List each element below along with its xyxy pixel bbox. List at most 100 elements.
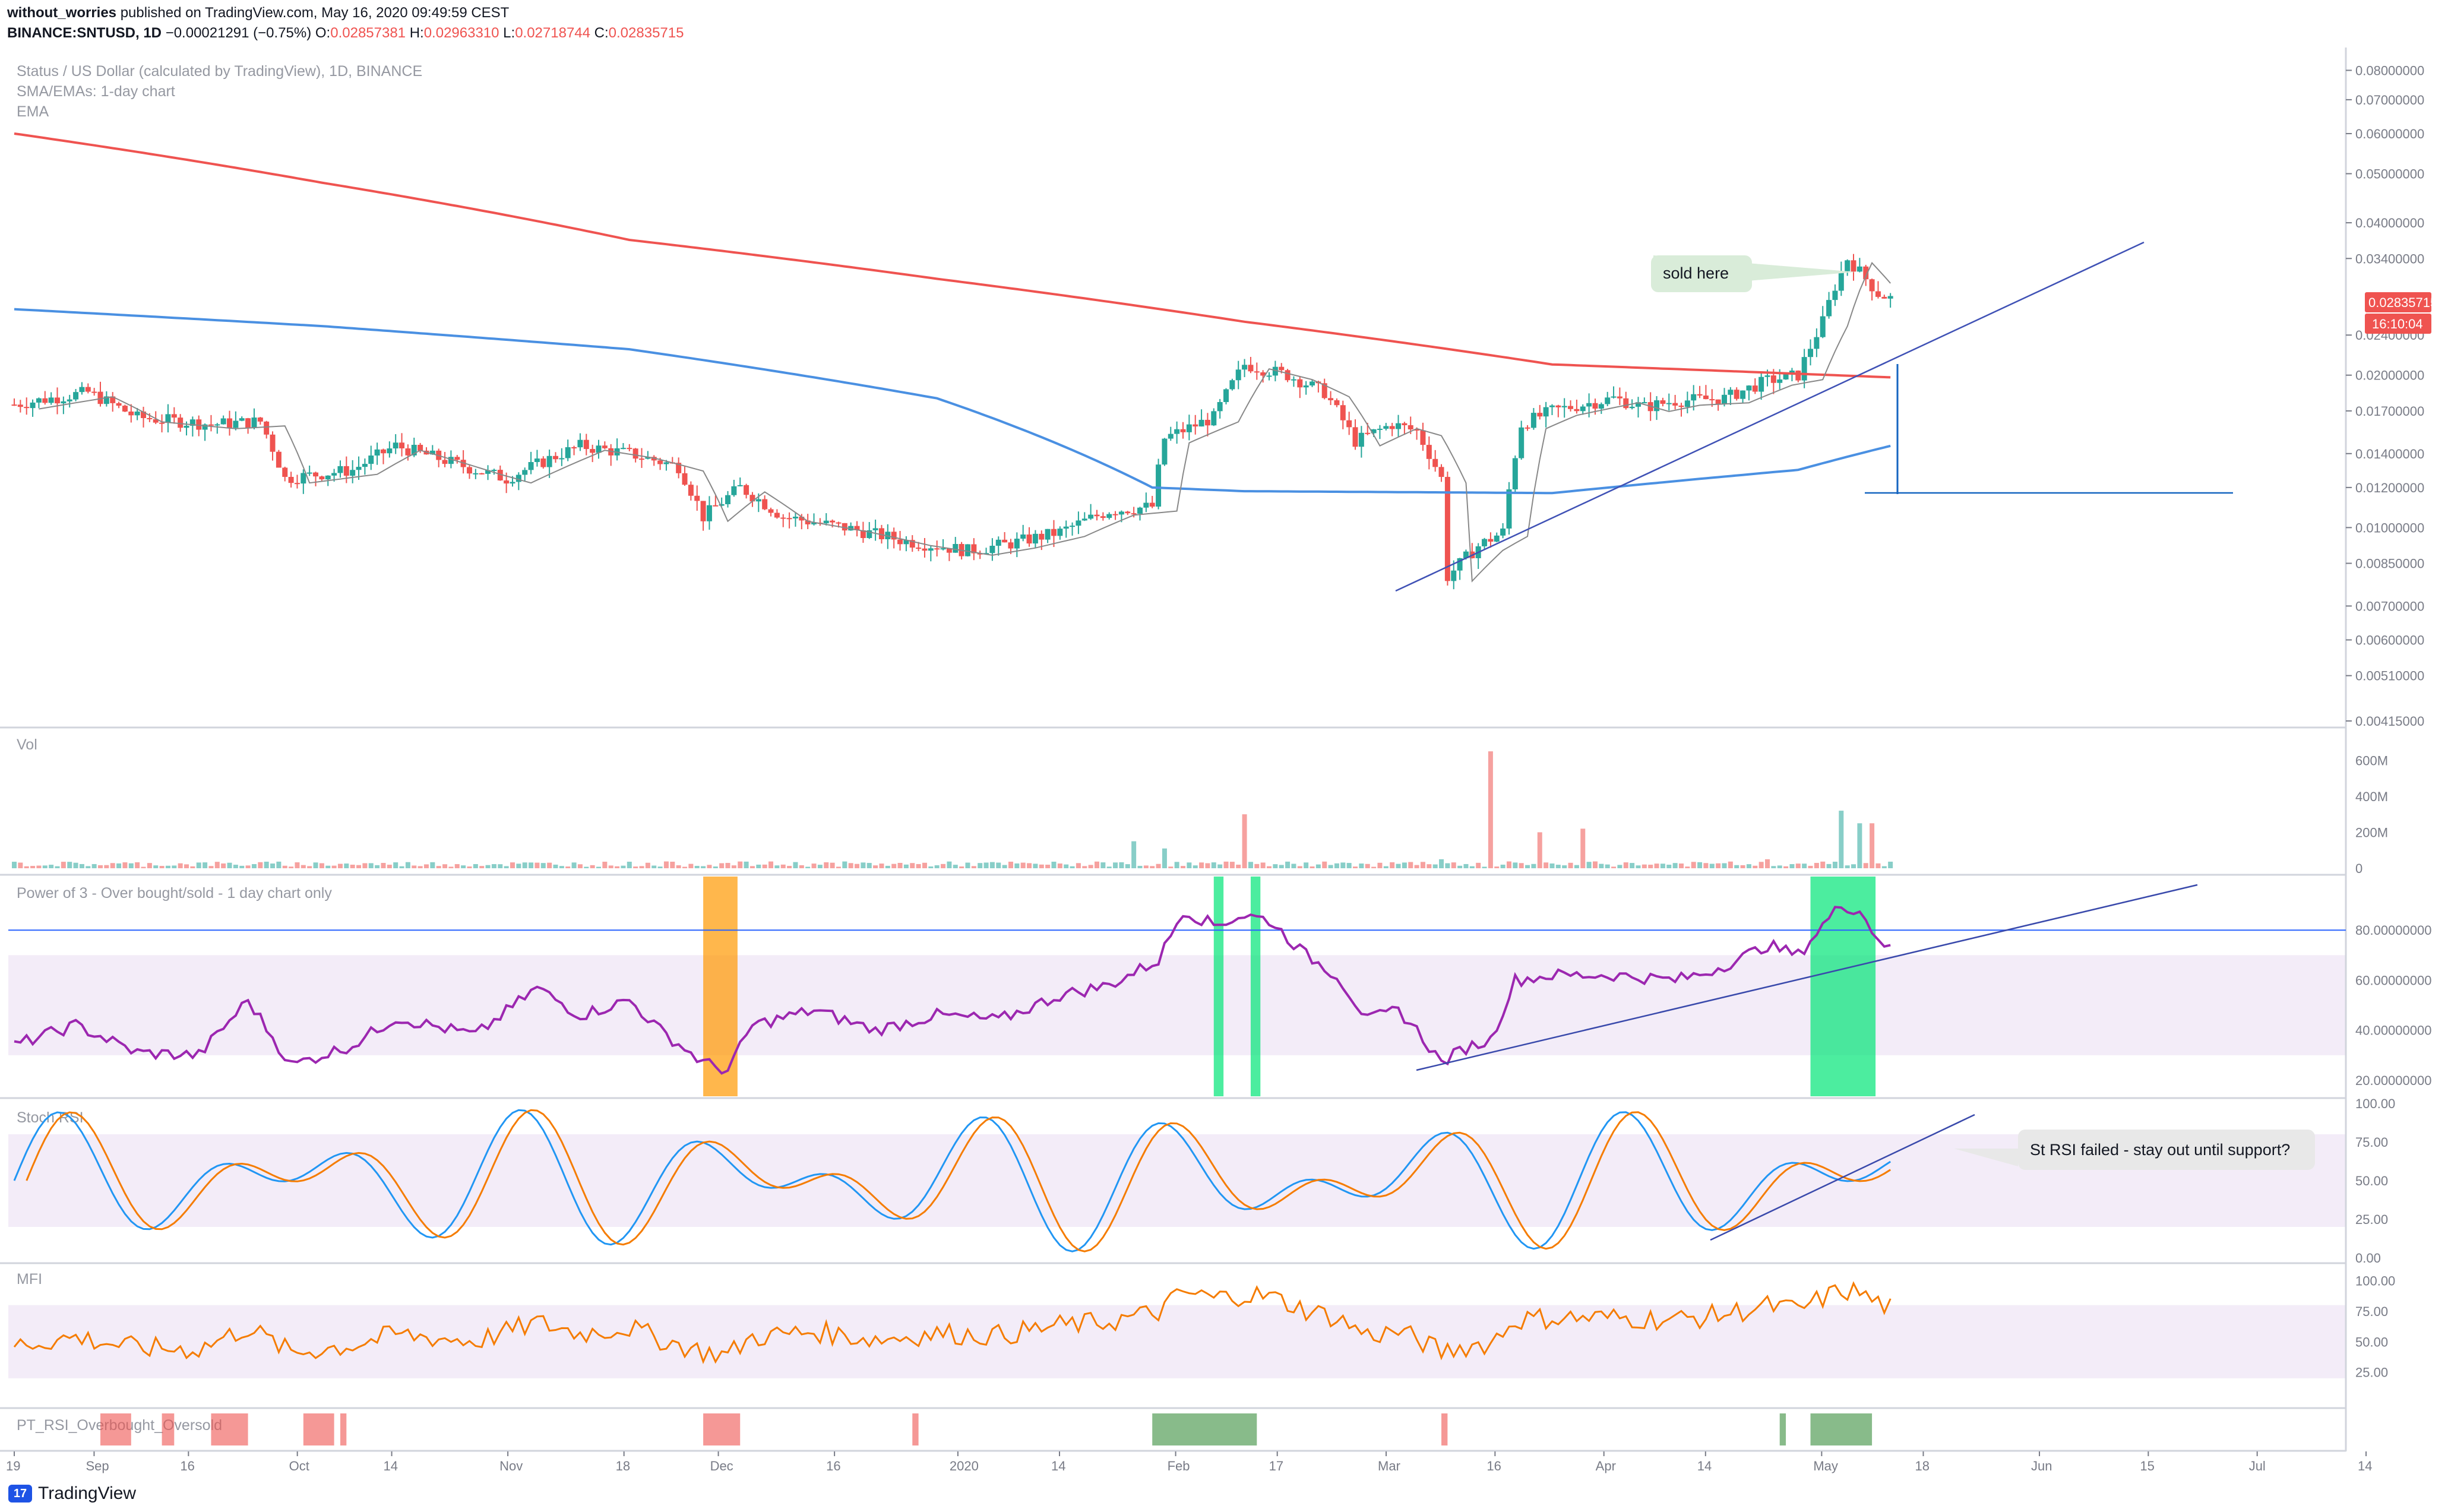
candle[interactable] — [928, 548, 934, 551]
candle[interactable] — [356, 467, 362, 470]
candle[interactable] — [540, 458, 546, 467]
candle[interactable] — [1229, 380, 1235, 390]
candle[interactable] — [264, 421, 270, 435]
candle[interactable] — [1180, 429, 1186, 432]
candle[interactable] — [1112, 514, 1118, 515]
candle[interactable] — [1832, 290, 1838, 300]
candle[interactable] — [429, 450, 435, 455]
candle[interactable] — [116, 403, 122, 406]
candle[interactable] — [313, 472, 319, 477]
candle[interactable] — [1580, 406, 1586, 412]
candle[interactable] — [1654, 400, 1660, 412]
candle[interactable] — [153, 419, 159, 423]
candle[interactable] — [1869, 279, 1875, 292]
candle[interactable] — [147, 417, 153, 419]
candle[interactable] — [1032, 533, 1038, 544]
candle[interactable] — [953, 544, 959, 553]
candle[interactable] — [1814, 337, 1820, 349]
candle[interactable] — [749, 495, 755, 502]
candle[interactable] — [682, 473, 688, 485]
candle[interactable] — [522, 470, 528, 475]
candle[interactable] — [946, 548, 952, 553]
candle[interactable] — [1568, 406, 1574, 409]
candle[interactable] — [1432, 458, 1438, 467]
candle[interactable] — [1494, 535, 1500, 542]
candle[interactable] — [122, 406, 128, 412]
candle[interactable] — [1365, 432, 1371, 434]
candle[interactable] — [768, 509, 774, 513]
candle[interactable] — [639, 458, 645, 460]
candle[interactable] — [1198, 419, 1204, 427]
candle[interactable] — [1488, 539, 1494, 542]
candle[interactable] — [1149, 502, 1155, 507]
candle[interactable] — [79, 387, 85, 393]
candle[interactable] — [24, 407, 30, 409]
candle[interactable] — [1574, 409, 1580, 412]
candle[interactable] — [343, 466, 349, 476]
candle[interactable] — [940, 548, 946, 550]
candle[interactable] — [922, 548, 928, 551]
candle[interactable] — [1537, 413, 1543, 417]
candle[interactable] — [1100, 516, 1106, 518]
candle[interactable] — [1414, 429, 1420, 431]
candle[interactable] — [1118, 511, 1124, 515]
candle[interactable] — [1457, 558, 1463, 571]
candle[interactable] — [632, 448, 638, 459]
candle[interactable] — [916, 548, 922, 549]
candle[interactable] — [1279, 366, 1285, 371]
candle[interactable] — [1512, 458, 1518, 490]
candle[interactable] — [306, 472, 312, 474]
candle[interactable] — [220, 418, 226, 425]
candle[interactable] — [830, 520, 836, 523]
candle[interactable] — [350, 470, 356, 476]
candle[interactable] — [325, 475, 331, 480]
candle[interactable] — [755, 499, 761, 502]
candle[interactable] — [676, 463, 682, 473]
candle[interactable] — [1783, 372, 1789, 379]
candle[interactable] — [1789, 371, 1795, 373]
candle[interactable] — [418, 445, 423, 451]
candle[interactable] — [134, 411, 140, 416]
candle[interactable] — [762, 499, 768, 510]
candle[interactable] — [1076, 520, 1081, 526]
candle[interactable] — [1482, 539, 1488, 546]
candle[interactable] — [1555, 405, 1561, 407]
candle[interactable] — [1715, 399, 1721, 404]
candle[interactable] — [110, 396, 116, 403]
candle[interactable] — [1697, 394, 1703, 396]
candle[interactable] — [85, 387, 91, 392]
candle[interactable] — [17, 404, 23, 407]
candle[interactable] — [393, 442, 398, 449]
candle[interactable] — [583, 439, 589, 450]
candle[interactable] — [1561, 406, 1567, 407]
candle[interactable] — [1070, 526, 1076, 527]
candle[interactable] — [103, 396, 109, 404]
candle[interactable] — [73, 392, 79, 400]
candle[interactable] — [1586, 403, 1592, 407]
candle[interactable] — [1519, 427, 1525, 458]
candle[interactable] — [559, 458, 565, 460]
candle[interactable] — [792, 517, 798, 518]
candle[interactable] — [491, 470, 497, 472]
candle[interactable] — [67, 399, 72, 401]
candle[interactable] — [128, 412, 134, 416]
trendline-drawings[interactable] — [1395, 241, 2233, 1241]
candle[interactable] — [448, 457, 454, 464]
candle[interactable] — [891, 532, 897, 540]
candle[interactable] — [1801, 357, 1807, 381]
candle[interactable] — [1887, 296, 1893, 299]
candle[interactable] — [1752, 385, 1758, 392]
candle[interactable] — [245, 418, 251, 428]
candle[interactable] — [1051, 529, 1057, 536]
author-name[interactable]: without_worries — [7, 5, 117, 21]
candle[interactable] — [1758, 377, 1764, 392]
candle[interactable] — [706, 505, 712, 521]
candle[interactable] — [1875, 291, 1881, 297]
candle[interactable] — [473, 473, 479, 475]
candle[interactable] — [1672, 403, 1678, 406]
candle[interactable] — [466, 467, 472, 474]
symbol-label[interactable]: BINANCE:SNTUSD, 1D — [7, 25, 162, 41]
candle[interactable] — [1285, 370, 1291, 381]
candle[interactable] — [725, 495, 731, 505]
candle[interactable] — [479, 473, 485, 475]
